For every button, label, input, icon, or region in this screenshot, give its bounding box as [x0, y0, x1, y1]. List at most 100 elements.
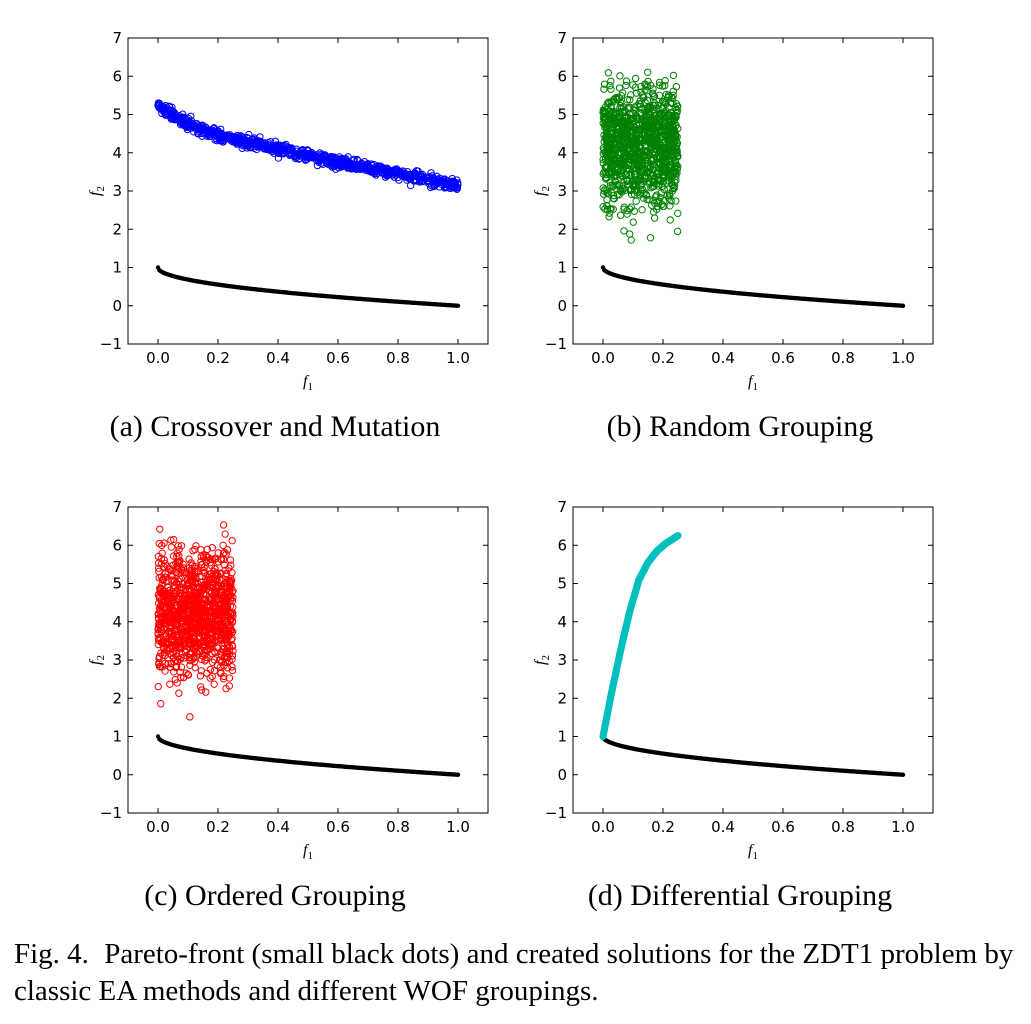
pareto-front-series — [155, 265, 461, 308]
solution-point — [615, 140, 623, 148]
y-tick-label: 1 — [112, 259, 122, 277]
solution-point — [642, 81, 650, 89]
solution-point — [159, 638, 168, 646]
solution-point — [202, 688, 210, 696]
solution-point — [179, 673, 188, 682]
solution-point — [269, 145, 278, 153]
solution-point — [207, 609, 216, 617]
solution-point — [210, 591, 218, 600]
solution-point — [195, 641, 203, 649]
solution-point — [183, 605, 192, 614]
solution-point — [600, 85, 608, 93]
solution-point — [603, 132, 612, 141]
solution-point — [215, 656, 224, 664]
solution-point — [226, 581, 235, 589]
solution-point — [215, 611, 223, 619]
solution-point — [228, 651, 237, 660]
solution-point — [631, 74, 640, 83]
y-tick-label: 0 — [557, 297, 567, 315]
solution-point — [602, 173, 610, 182]
solution-point — [637, 181, 645, 190]
plot-area — [599, 68, 906, 308]
solution-point — [651, 148, 659, 157]
solution-point — [604, 69, 613, 77]
solution-point — [199, 551, 207, 559]
solution-point — [622, 117, 630, 126]
solution-point — [220, 644, 229, 652]
solution-point — [181, 586, 190, 594]
x-tick-label: 0.2 — [651, 349, 675, 367]
y-tick-label: −1 — [100, 804, 122, 822]
y-tick-label: 0 — [557, 766, 567, 784]
solution-point — [660, 124, 669, 133]
solution-point — [223, 622, 231, 630]
y-tick-label: 5 — [557, 575, 567, 593]
solution-point — [653, 153, 661, 161]
solution-point — [216, 663, 224, 672]
solution-point — [640, 189, 648, 198]
solution-point — [669, 182, 677, 190]
solution-point — [654, 141, 662, 150]
solution-point — [645, 103, 654, 112]
solution-point — [653, 205, 661, 214]
x-tick-label: 0.6 — [326, 818, 350, 836]
solution-point — [192, 626, 200, 634]
solution-point — [226, 134, 235, 142]
solution-point — [350, 155, 358, 163]
solution-point — [165, 627, 174, 635]
y-tick-label: 6 — [557, 67, 567, 85]
y-tick-label: 2 — [557, 220, 567, 238]
solution-point — [155, 619, 163, 628]
solution-point — [641, 86, 649, 94]
solution-point — [163, 577, 171, 585]
y-tick-label: 1 — [557, 728, 567, 746]
solution-point — [175, 111, 184, 120]
solution-point — [185, 626, 193, 634]
solution-point — [605, 213, 613, 221]
solution-point — [627, 169, 635, 177]
solution-point — [622, 125, 631, 133]
solution-point — [607, 159, 616, 167]
solution-series — [154, 99, 462, 194]
solution-point — [209, 634, 217, 643]
solution-point — [420, 176, 428, 185]
solution-point — [666, 150, 674, 158]
chart-c: 0.0 0.2 0.4 0.6 0.8 1.0 −1 0 1 2 3 4 5 6 7 f1 f2 — [87, 498, 489, 862]
solution-point — [326, 160, 335, 168]
y-tick-label: 6 — [112, 536, 122, 554]
solution-point — [287, 149, 296, 158]
solution-point — [343, 162, 351, 170]
solution-point — [208, 544, 217, 552]
solution-point — [607, 170, 616, 179]
solution-point — [200, 646, 209, 655]
solution-point — [636, 167, 644, 176]
solution-point — [425, 177, 433, 185]
solution-point — [157, 104, 166, 113]
solution-point — [155, 634, 163, 642]
solution-point — [647, 201, 656, 210]
y-tick-label: −1 — [545, 804, 567, 822]
x-tick-label: 0.0 — [591, 349, 615, 367]
solution-point — [154, 682, 162, 691]
solution-point — [671, 164, 679, 173]
x-tick-label: 0.2 — [206, 349, 230, 367]
solution-point — [602, 129, 611, 137]
solution-point — [212, 626, 221, 635]
solution-point — [599, 203, 607, 211]
x-tick-label: 0.8 — [831, 818, 855, 836]
solution-point — [166, 680, 174, 688]
solution-point — [641, 121, 649, 130]
solution-point — [631, 103, 639, 111]
solution-point — [190, 568, 199, 576]
solution-point — [173, 564, 182, 572]
solution-point — [214, 628, 223, 636]
solution-point — [665, 139, 673, 148]
solution-point — [206, 608, 215, 616]
solution-point — [602, 122, 610, 130]
solution-point — [314, 151, 322, 159]
solution-point — [177, 654, 185, 662]
solution-point — [607, 98, 616, 106]
solution-point — [400, 170, 408, 178]
chart-d: 0.0 0.2 0.4 0.6 0.8 1.0 −1 0 1 2 3 4 5 6 7 f1 f2 — [532, 498, 934, 862]
solution-point — [189, 581, 197, 590]
